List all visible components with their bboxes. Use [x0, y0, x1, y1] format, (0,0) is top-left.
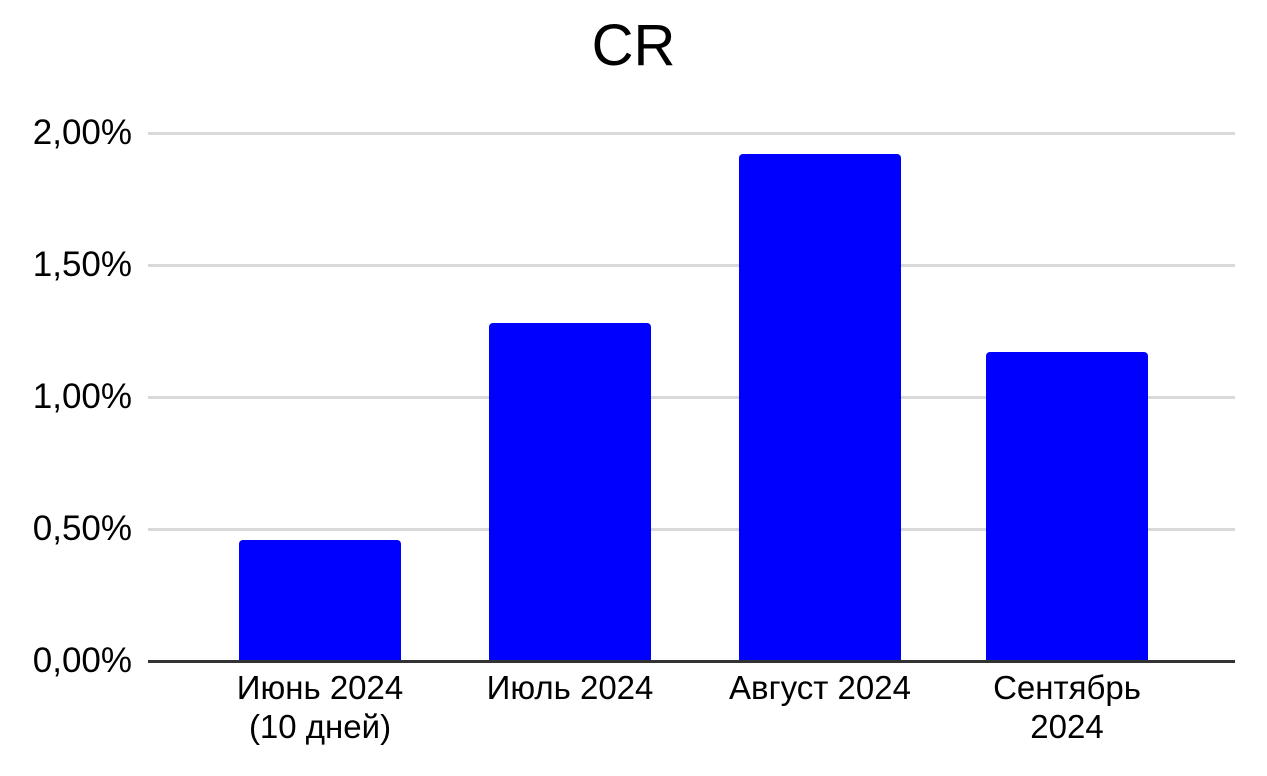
- x-axis-tick-label: Июль 2024: [420, 668, 720, 707]
- x-axis-tick-label-line: 2024: [1030, 708, 1104, 745]
- x-axis-tick-label: Сентябрь 2024: [917, 668, 1217, 746]
- gridline: [148, 263, 1235, 267]
- y-axis-tick-label: 1,00%: [32, 377, 132, 416]
- bar-4: [986, 352, 1148, 660]
- x-axis-tick-label: Август 2024: [670, 668, 970, 707]
- x-axis-tick-label-line: Август 2024: [729, 669, 911, 706]
- gridline: [148, 527, 1235, 531]
- gridline: [148, 395, 1235, 399]
- bar-1: [239, 540, 401, 660]
- bar-2: [489, 323, 651, 660]
- x-axis-tick-label-line: Сентябрь: [993, 669, 1141, 706]
- y-axis-tick-label: 0,50%: [32, 509, 132, 548]
- chart-title: CR: [591, 13, 676, 78]
- gridline: [148, 131, 1235, 135]
- y-axis-tick-label: 2,00%: [32, 113, 132, 152]
- y-axis-tick-label: 1,50%: [32, 245, 132, 284]
- x-axis-tick-label-line: Июль 2024: [486, 669, 654, 706]
- x-axis-tick-label: Июнь 2024 (10 дней): [170, 668, 470, 746]
- bar-3: [739, 154, 901, 660]
- x-axis-tick-label-line: (10 дней): [248, 708, 392, 745]
- y-axis-tick-label: 0,00%: [32, 641, 132, 680]
- x-axis-line: [148, 659, 1235, 663]
- x-axis-tick-label-line: Июнь 2024: [236, 669, 404, 706]
